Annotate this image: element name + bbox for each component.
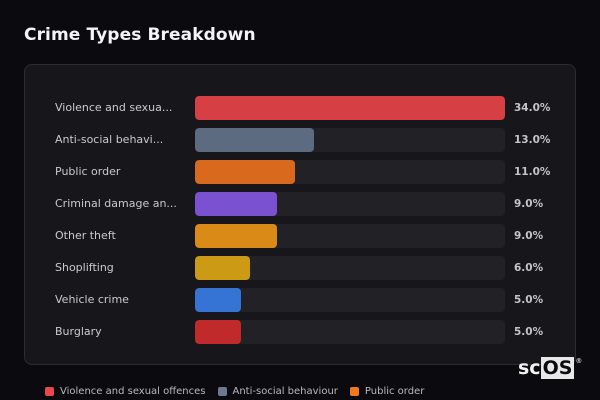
bar-track <box>195 128 505 152</box>
bar-value: 5.0% <box>514 294 544 306</box>
bar-row[interactable]: Public order 11.0% <box>25 160 575 184</box>
bar-value: 6.0% <box>514 262 544 274</box>
bar-value: 13.0% <box>514 134 551 146</box>
legend-label: Public order <box>364 386 425 397</box>
bar-value: 9.0% <box>514 230 544 242</box>
bar-track <box>195 96 505 120</box>
legend-item[interactable]: Violence and sexual offences <box>45 386 206 397</box>
bar-label: Anti-social behavi... <box>55 133 164 146</box>
legend-item[interactable]: Public order <box>349 386 425 397</box>
bar-row[interactable]: Burglary 5.0% <box>25 320 575 344</box>
bar-label: Burglary <box>55 325 102 338</box>
chart-title: Crime Types Breakdown <box>24 25 256 45</box>
legend-label: Violence and sexual offences <box>60 386 206 397</box>
bar-track <box>195 288 505 312</box>
bar-fill[interactable] <box>195 128 314 152</box>
chart-legend: Violence and sexual offences Anti-social … <box>45 386 424 397</box>
bar-fill[interactable] <box>195 288 241 312</box>
scos-logo: sc OS ® <box>518 357 582 379</box>
bar-value: 11.0% <box>514 166 551 178</box>
bar-fill[interactable] <box>195 256 250 280</box>
bar-value: 34.0% <box>514 102 551 114</box>
bar-value: 5.0% <box>514 326 544 338</box>
legend-swatch-icon <box>349 387 359 396</box>
registered-mark-icon: ® <box>575 357 583 365</box>
bar-fill[interactable] <box>195 160 295 184</box>
legend-swatch-icon <box>45 387 54 396</box>
bar-fill[interactable] <box>195 224 277 248</box>
logo-sc: sc <box>518 357 541 379</box>
bar-label: Criminal damage an... <box>55 197 177 210</box>
bar-row[interactable]: Anti-social behavi... 13.0% <box>25 128 575 152</box>
bar-fill[interactable] <box>195 192 277 216</box>
legend-label: Anti-social behaviour <box>232 386 338 397</box>
bar-track <box>195 320 505 344</box>
logo-os: OS <box>540 357 575 379</box>
bar-fill[interactable] <box>195 320 241 344</box>
bar-row[interactable]: Criminal damage an... 9.0% <box>25 192 575 216</box>
legend-swatch-icon <box>217 387 227 396</box>
bar-label: Violence and sexua... <box>55 101 173 114</box>
bar-label: Other theft <box>55 229 116 242</box>
bar-track <box>195 192 505 216</box>
chart-card: Violence and sexua... 34.0% Anti-social be… <box>24 64 576 365</box>
bar-label: Public order <box>55 165 121 178</box>
legend-item[interactable]: Anti-social behaviour <box>217 386 338 397</box>
bar-track <box>195 224 505 248</box>
bar-value: 9.0% <box>514 198 544 210</box>
bar-row[interactable]: Shoplifting 6.0% <box>25 256 575 280</box>
bar-row[interactable]: Violence and sexua... 34.0% <box>25 96 575 120</box>
bar-label: Shoplifting <box>55 261 114 274</box>
bar-row[interactable]: Vehicle crime 5.0% <box>25 288 575 312</box>
bar-row[interactable]: Other theft 9.0% <box>25 224 575 248</box>
bar-label: Vehicle crime <box>55 293 129 306</box>
bar-fill[interactable] <box>195 96 505 120</box>
bar-track <box>195 160 505 184</box>
bar-track <box>195 256 505 280</box>
